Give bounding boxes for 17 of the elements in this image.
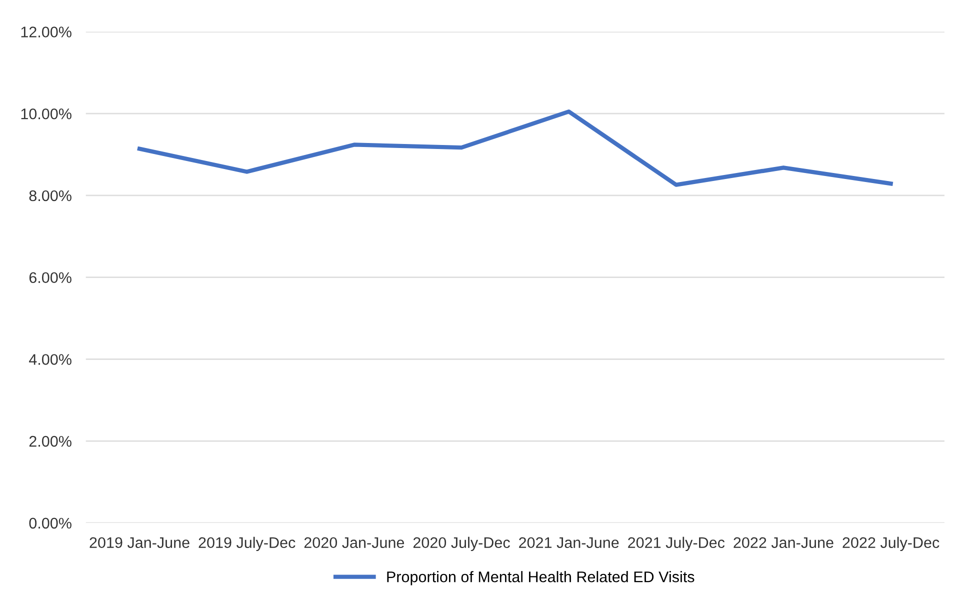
legend-label: Proportion of Mental Health Related ED Visits <box>387 571 694 586</box>
x-tick-label: 2021 July-Dec <box>628 536 725 552</box>
y-tick-label: 2.00% <box>29 436 72 447</box>
x-tick-label: 2019 Jan-June <box>90 537 190 548</box>
y-tick-label: 10.00% <box>21 108 72 120</box>
y-tick-label: 4.00% <box>29 354 72 365</box>
y-tick-label: 6.00% <box>29 272 72 284</box>
line-series <box>137 109 893 187</box>
y-tick-label: 12.00% <box>21 26 72 38</box>
x-tick-label: 2022 July-Dec <box>842 536 940 552</box>
y-tick-label: 8.00% <box>29 190 72 202</box>
x-tick-label: 2022 Jan-June <box>734 537 834 548</box>
x-tick-label: 2019 July-Dec <box>198 536 296 552</box>
x-tick-label: 2020 Jan-June <box>304 537 404 548</box>
x-tick-label: 2020 July-Dec <box>413 536 510 552</box>
y-tick-label: 0.00% <box>29 518 72 529</box>
x-tick-label: 2021 Jan-June <box>519 537 619 548</box>
